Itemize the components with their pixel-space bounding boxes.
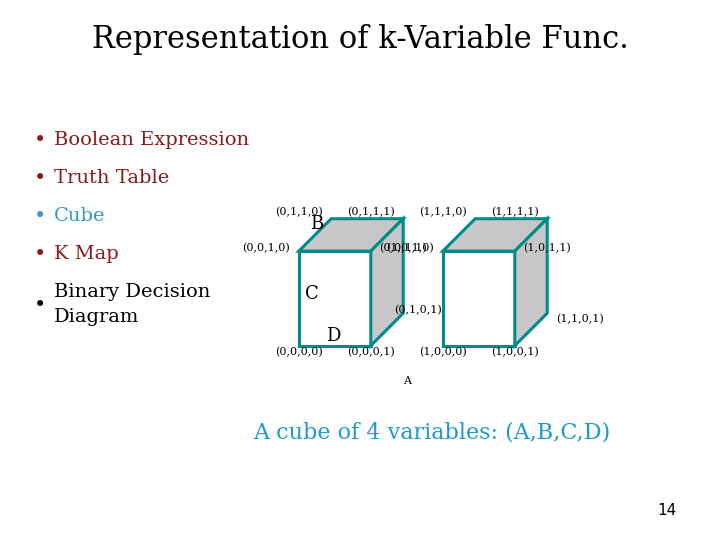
Text: A: A <box>402 376 411 386</box>
Text: (0,1,1,1): (0,1,1,1) <box>347 207 395 218</box>
Text: (1,0,1,1): (1,0,1,1) <box>523 242 571 253</box>
Text: (0,0,1,1): (0,0,1,1) <box>379 242 427 253</box>
Text: Binary Decision: Binary Decision <box>54 282 210 301</box>
Text: C: C <box>305 285 318 302</box>
Text: Cube: Cube <box>54 207 106 225</box>
Polygon shape <box>299 219 403 251</box>
Text: •: • <box>33 130 46 151</box>
Text: (1,0,1,0): (1,0,1,0) <box>387 242 434 253</box>
Text: (1,1,1,0): (1,1,1,0) <box>419 207 467 218</box>
Text: (1,0,0,1): (1,0,0,1) <box>491 347 539 357</box>
Text: Truth Table: Truth Table <box>54 169 169 187</box>
Text: (0,1,1,0): (0,1,1,0) <box>275 207 323 218</box>
Text: D: D <box>326 327 341 345</box>
Text: Diagram: Diagram <box>54 308 140 326</box>
Text: A cube of 4 variables: (A,B,C,D): A cube of 4 variables: (A,B,C,D) <box>253 421 611 443</box>
Text: (0,0,1,0): (0,0,1,0) <box>243 242 290 253</box>
Polygon shape <box>443 251 515 346</box>
Text: •: • <box>33 244 46 264</box>
Text: B: B <box>310 215 323 233</box>
Text: (1,1,0,1): (1,1,0,1) <box>556 314 603 325</box>
Text: (0,0,0,0): (0,0,0,0) <box>275 347 323 357</box>
Text: K Map: K Map <box>54 245 119 263</box>
Text: Boolean Expression: Boolean Expression <box>54 131 249 150</box>
Polygon shape <box>443 219 547 251</box>
Polygon shape <box>515 219 547 346</box>
Text: •: • <box>33 168 46 188</box>
Text: (0,1,0,1): (0,1,0,1) <box>395 305 442 315</box>
Text: (1,0,0,0): (1,0,0,0) <box>419 347 467 357</box>
Text: •: • <box>33 295 46 315</box>
Polygon shape <box>371 219 403 346</box>
Text: (0,0,0,1): (0,0,0,1) <box>347 347 395 357</box>
Text: 14: 14 <box>657 503 677 518</box>
Text: Representation of k-Variable Func.: Representation of k-Variable Func. <box>91 24 629 55</box>
Text: (1,1,1,1): (1,1,1,1) <box>491 207 539 218</box>
Polygon shape <box>299 251 371 346</box>
Text: •: • <box>33 206 46 226</box>
